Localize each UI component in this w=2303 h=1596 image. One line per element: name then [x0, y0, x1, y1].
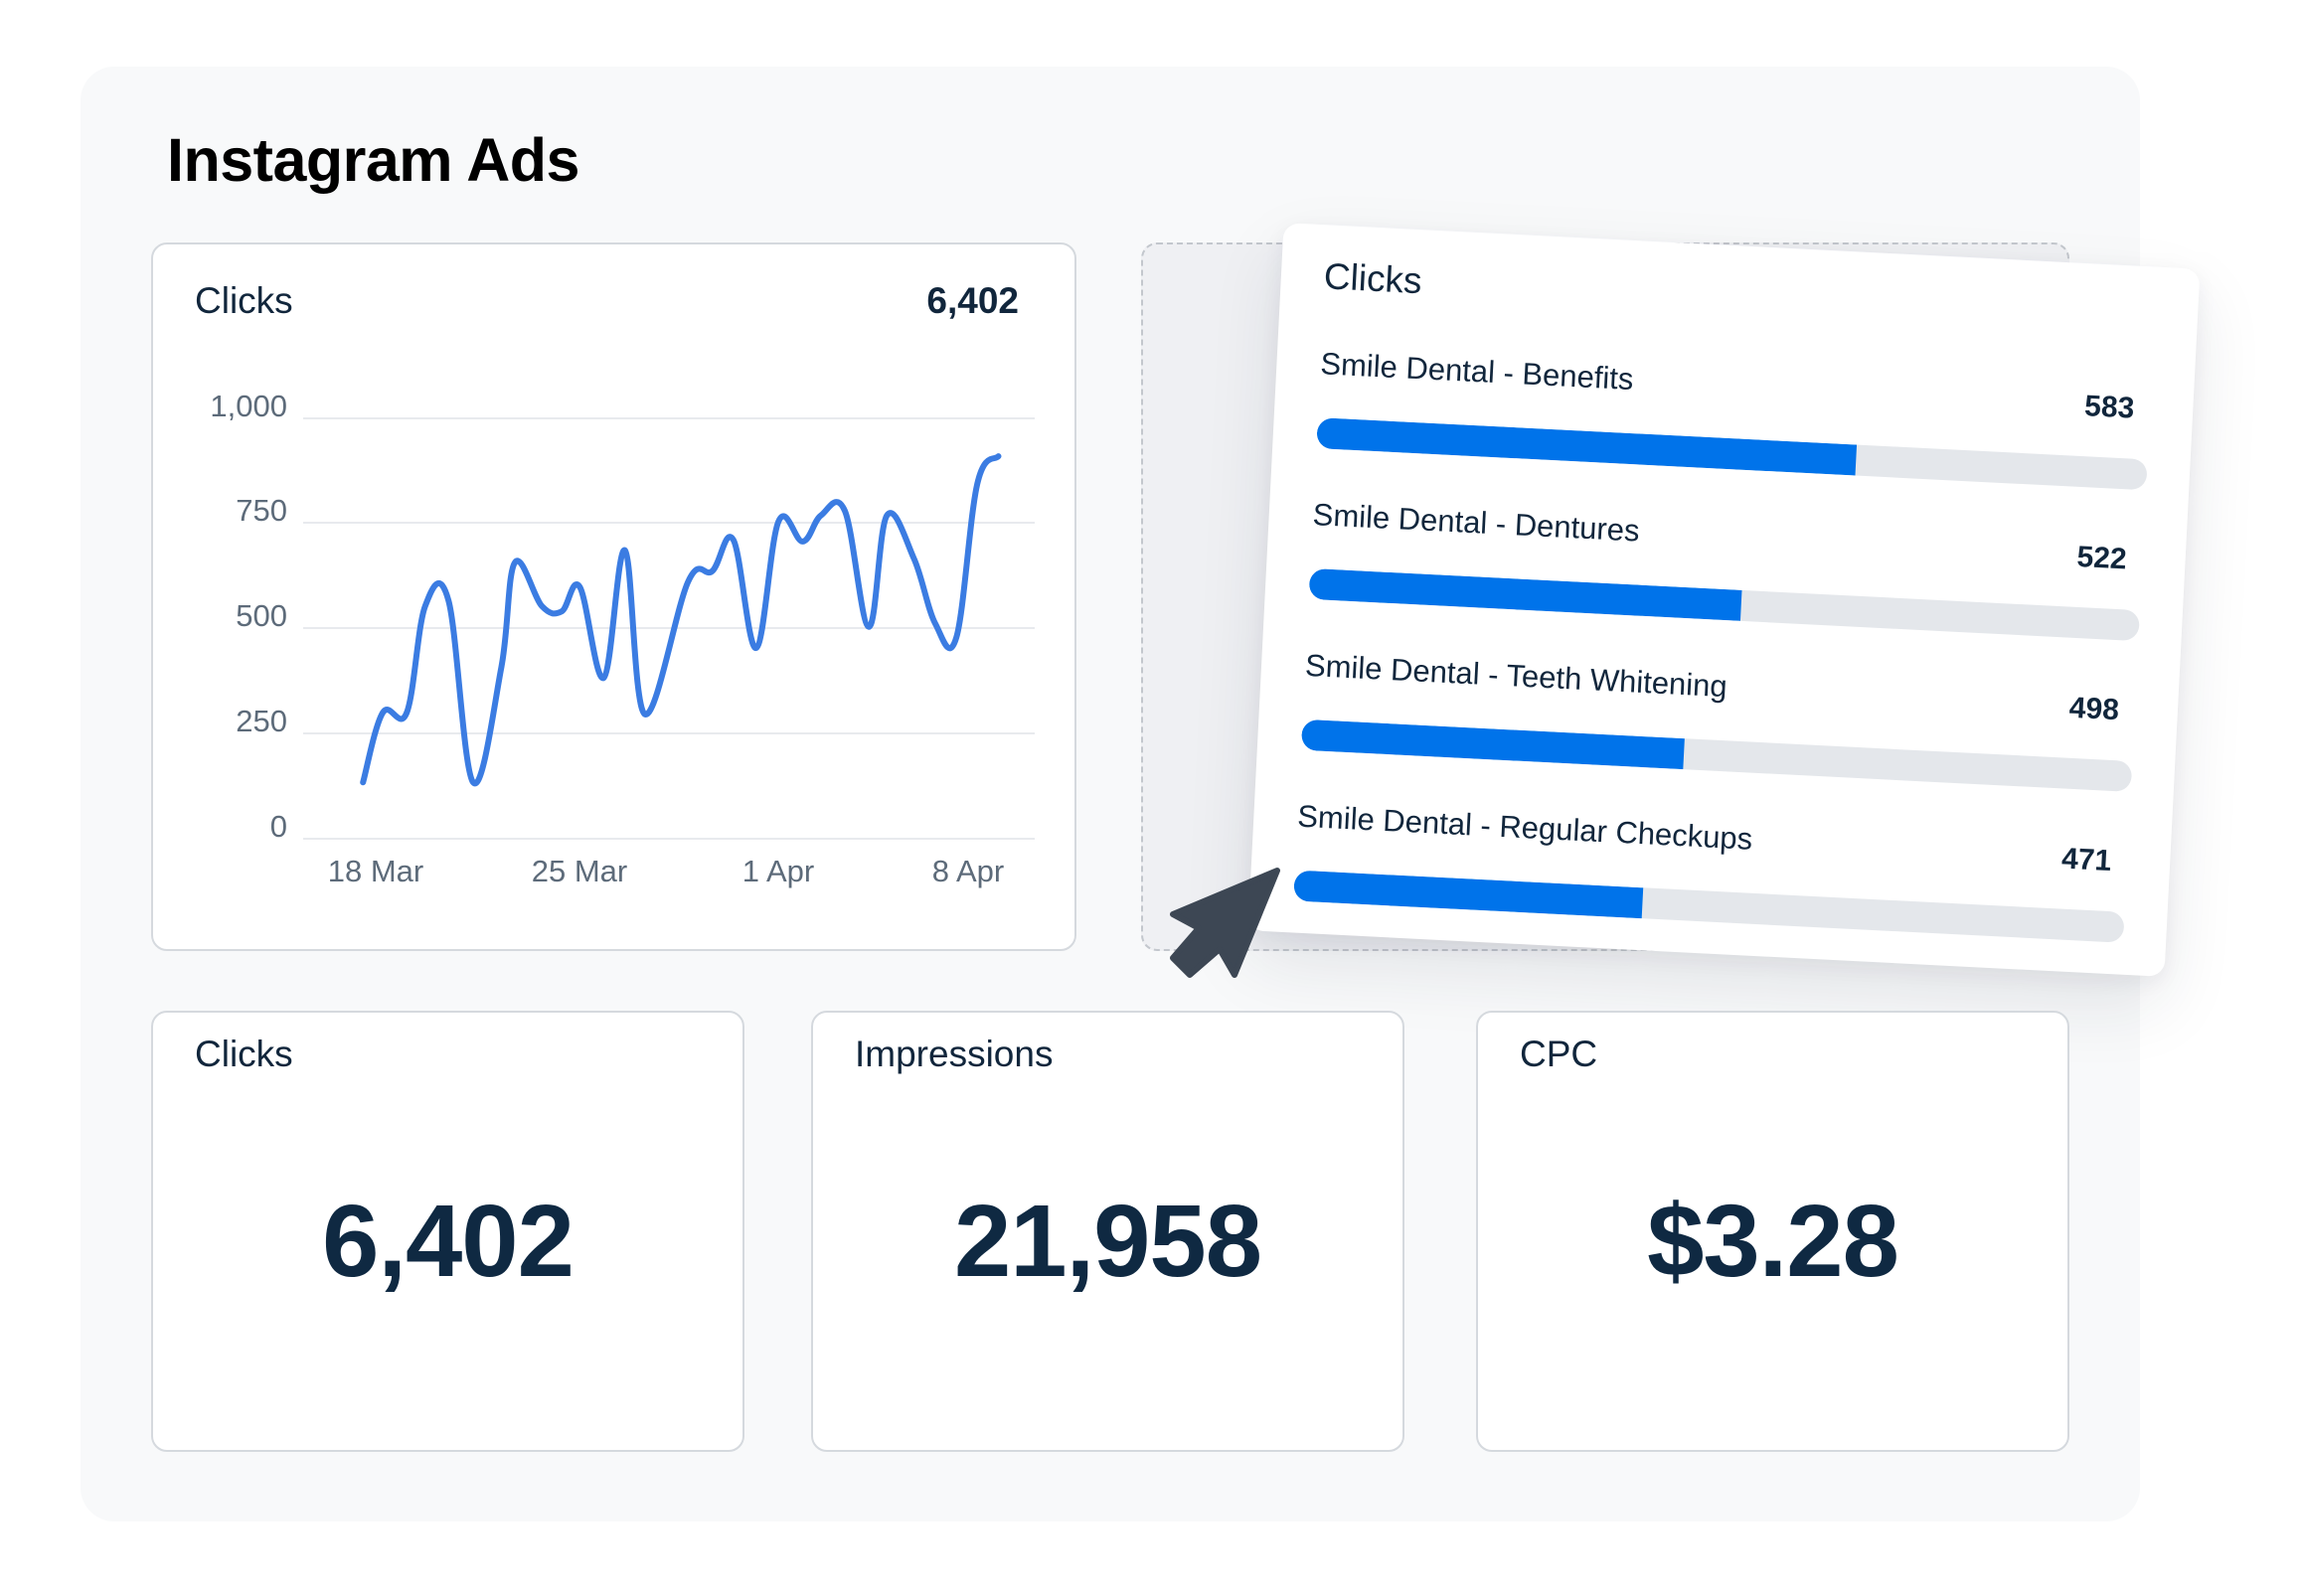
y-tick-label: 250: [236, 704, 287, 738]
y-tick-label: 1,000: [210, 389, 287, 423]
stat-value: 21,958: [953, 1184, 1262, 1298]
y-tick-label: 500: [236, 598, 287, 633]
bar-label: Smile Dental - Regular Checkups: [1296, 798, 1754, 857]
bar-track: [1293, 870, 2125, 943]
bar-value: 498: [2068, 691, 2120, 727]
stat-value: 6,402: [322, 1184, 575, 1298]
bar-track: [1300, 718, 2133, 792]
bar-label: Smile Dental - Dentures: [1311, 496, 1641, 549]
clicks-bar-widget-dragging[interactable]: Clicks Smile Dental - Benefits 583 Smile…: [1247, 223, 2201, 977]
bar-track: [1308, 567, 2140, 642]
widget-total: 6,402: [926, 280, 1019, 321]
x-tick-label: 25 Mar: [531, 854, 628, 888]
bar-row: Smile Dental - Teeth Whitening 498: [1300, 647, 2136, 798]
gridlines: [303, 417, 1035, 840]
stat-title: Clicks: [195, 1034, 293, 1074]
bar-row: Smile Dental - Benefits 583: [1316, 345, 2151, 496]
bar-row: Smile Dental - Dentures 522: [1308, 496, 2143, 647]
bar-track: [1316, 417, 2148, 491]
cpc-stat-card[interactable]: CPC $3.28: [1476, 1011, 2069, 1452]
clicks-stat-card[interactable]: Clicks 6,402: [151, 1011, 744, 1452]
bar-value: 522: [2075, 540, 2128, 576]
y-tick-label: 0: [269, 809, 287, 844]
stat-title: CPC: [1520, 1034, 1598, 1074]
bar-label: Smile Dental - Benefits: [1319, 346, 1635, 398]
bar-row: Smile Dental - Regular Checkups 471: [1293, 798, 2128, 949]
bar-fill: [1293, 870, 1644, 919]
bar-label: Smile Dental - Teeth Whitening: [1304, 647, 1728, 705]
line-chart[interactable]: [151, 242, 1076, 951]
bar-value: 583: [2083, 390, 2136, 425]
stat-title: Impressions: [855, 1034, 1054, 1074]
impressions-stat-card[interactable]: Impressions 21,958: [811, 1011, 1404, 1452]
clicks-line-chart-widget[interactable]: Clicks 6,402 1,000 750 500 250 0 18 Mar …: [151, 242, 1076, 951]
widget-title: Clicks: [195, 280, 293, 321]
bar-value: 471: [2060, 842, 2113, 878]
x-tick-label: 18 Mar: [327, 854, 424, 888]
page-title: Instagram Ads: [167, 126, 579, 194]
widget-title: Clicks: [1322, 255, 1423, 302]
bar-fill: [1308, 567, 1742, 621]
bar-fill: [1300, 718, 1685, 770]
stat-value: $3.28: [1647, 1184, 1899, 1298]
x-tick-label: 1 Apr: [741, 854, 815, 888]
bar-fill: [1316, 417, 1858, 476]
clicks-series-line[interactable]: [360, 453, 1002, 787]
y-tick-label: 750: [236, 493, 287, 528]
x-tick-label: 8 Apr: [931, 854, 1005, 888]
